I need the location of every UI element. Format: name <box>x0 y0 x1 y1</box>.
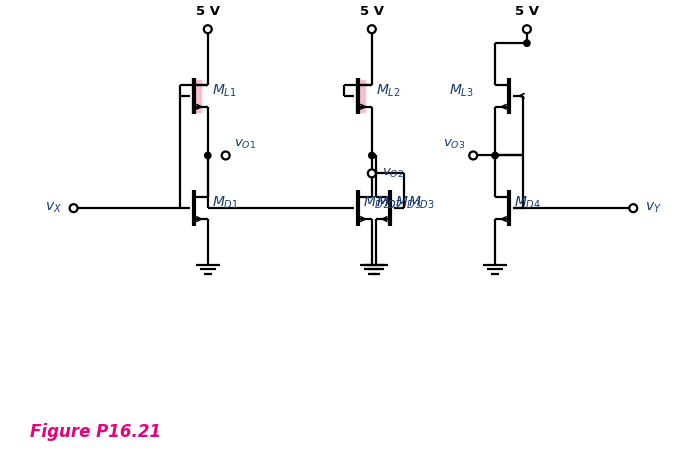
Circle shape <box>69 204 78 212</box>
Circle shape <box>205 152 211 159</box>
Text: $M_{L1}$: $M_{L1}$ <box>211 83 237 99</box>
Circle shape <box>368 169 376 177</box>
Text: $v_X$: $v_X$ <box>45 201 62 215</box>
Text: 5 V: 5 V <box>515 5 539 18</box>
Text: $v_{O2}$: $v_{O2}$ <box>381 167 404 180</box>
Text: 5 V: 5 V <box>196 5 220 18</box>
Text: $M_{D3}$: $M_{D3}$ <box>407 195 435 212</box>
Bar <box>357 80 365 112</box>
Circle shape <box>469 151 477 159</box>
Text: $v_Y$: $v_Y$ <box>645 201 662 215</box>
Circle shape <box>492 152 498 159</box>
Text: $M_{D4}$: $M_{D4}$ <box>514 195 541 212</box>
Text: $M_{D2}$: $M_{D2}$ <box>376 195 403 212</box>
Text: Figure P16.21: Figure P16.21 <box>30 423 161 441</box>
Circle shape <box>369 152 375 159</box>
Text: $M_{D2}$: $M_{D2}$ <box>363 195 390 212</box>
Text: $M_{L2}$: $M_{L2}$ <box>376 83 401 99</box>
Text: $M_{D2}$: $M_{D2}$ <box>376 195 403 212</box>
Text: $M_{D3}$: $M_{D3}$ <box>394 195 422 212</box>
Text: $v_{O3}$: $v_{O3}$ <box>443 138 465 151</box>
Circle shape <box>222 151 230 159</box>
Text: $M_{L3}$: $M_{L3}$ <box>449 83 474 99</box>
Circle shape <box>368 25 376 33</box>
Circle shape <box>524 40 530 47</box>
Circle shape <box>204 25 211 33</box>
Text: $M_{D1}$: $M_{D1}$ <box>211 195 239 212</box>
Circle shape <box>629 204 637 212</box>
Circle shape <box>523 25 531 33</box>
Bar <box>193 80 201 112</box>
Text: $v_{O1}$: $v_{O1}$ <box>234 138 256 151</box>
Text: 5 V: 5 V <box>360 5 384 18</box>
